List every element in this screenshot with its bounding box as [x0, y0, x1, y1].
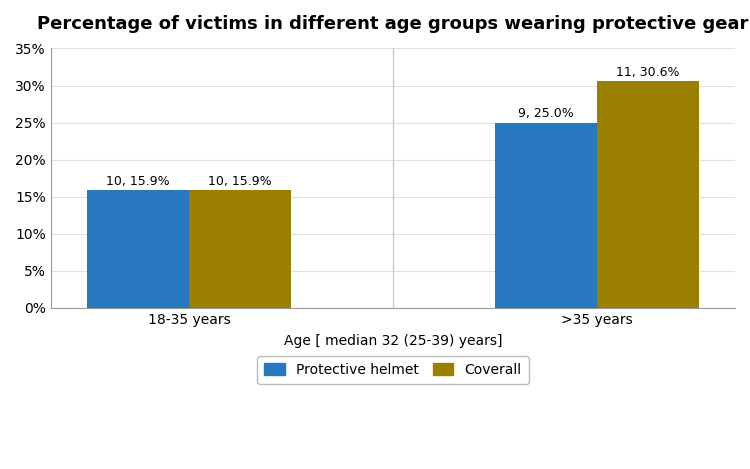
Text: 10, 15.9%: 10, 15.9%	[208, 175, 272, 188]
Text: 11, 30.6%: 11, 30.6%	[616, 66, 680, 79]
Bar	[189, 190, 291, 308]
Bar	[597, 81, 698, 308]
X-axis label: Age [ median 32 (25-39) years]: Age [ median 32 (25-39) years]	[284, 333, 502, 348]
Bar	[87, 190, 189, 308]
Text: 10, 15.9%: 10, 15.9%	[106, 175, 170, 188]
Legend: Protective helmet, Coverall: Protective helmet, Coverall	[257, 356, 529, 384]
Text: 9, 25.0%: 9, 25.0%	[518, 107, 574, 121]
Bar	[495, 122, 597, 308]
Title: Percentage of victims in different age groups wearing protective gear: Percentage of victims in different age g…	[37, 15, 748, 33]
